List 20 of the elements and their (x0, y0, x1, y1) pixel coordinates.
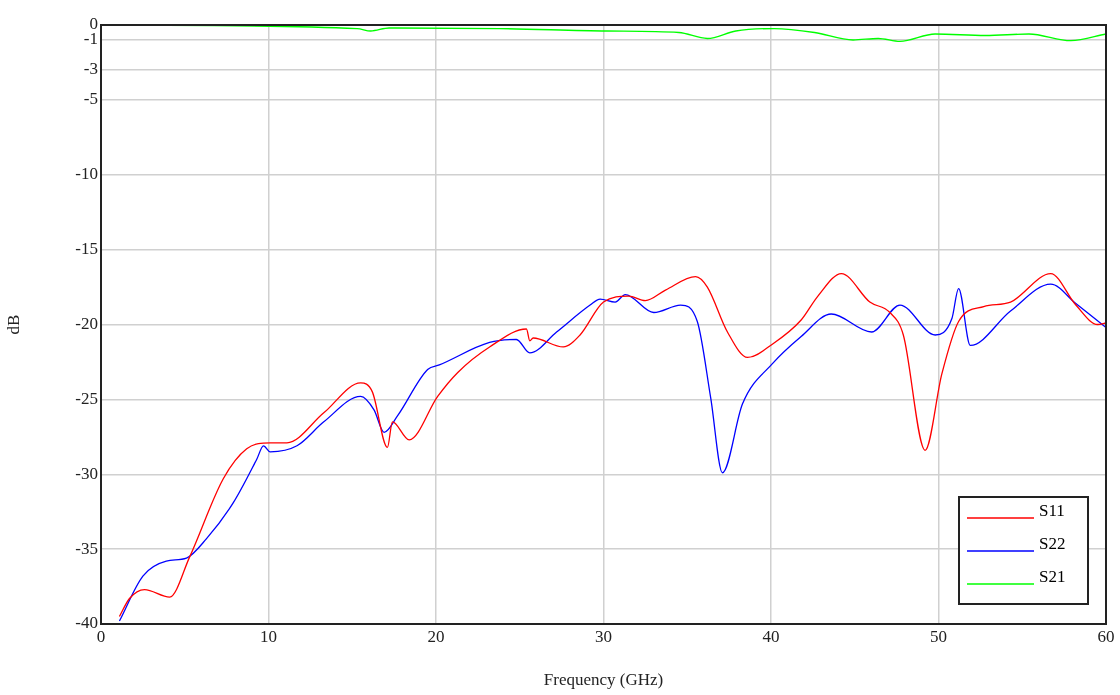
y-tick-label: -20 (75, 313, 98, 333)
y-tick-label: -25 (75, 388, 98, 408)
y-tick-label: -30 (75, 463, 98, 483)
x-tick-label: 30 (595, 626, 612, 646)
x-tick-label: 50 (930, 626, 947, 646)
y-axis-title: dB (3, 314, 23, 335)
legend-label: S11 (1039, 501, 1065, 521)
x-tick-label: 60 (1097, 626, 1115, 646)
x-tick-label: 10 (260, 626, 277, 646)
y-tick-label: -15 (75, 239, 98, 259)
legend-label: S22 (1039, 534, 1066, 554)
y-tick-label: -35 (75, 538, 98, 558)
y-tick-label: -3 (83, 59, 98, 79)
x-tick-label: 20 (427, 626, 445, 646)
y-tick-label: -40 (75, 613, 98, 633)
y-tick-label: -10 (75, 164, 98, 184)
legend-label: S21 (1039, 567, 1066, 587)
x-axis-title: Frequency (GHz) (543, 670, 664, 690)
x-tick-label: 40 (762, 626, 780, 646)
y-tick-label: -5 (83, 89, 98, 109)
